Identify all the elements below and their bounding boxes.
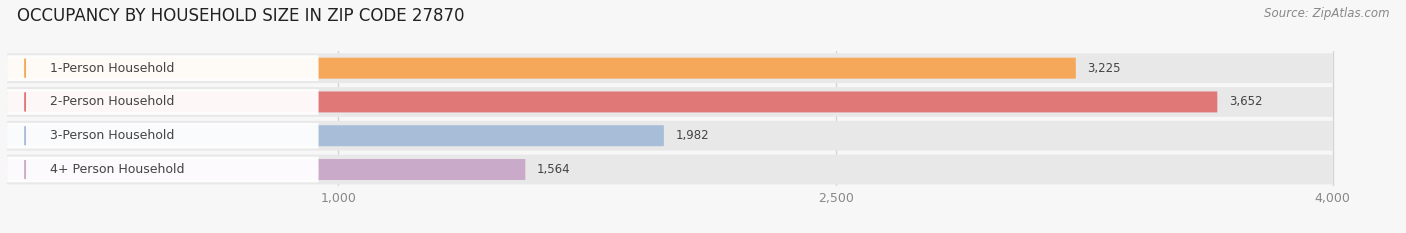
Text: 3-Person Household: 3-Person Household <box>51 129 174 142</box>
FancyBboxPatch shape <box>7 53 1333 83</box>
Text: 4+ Person Household: 4+ Person Household <box>51 163 184 176</box>
Text: OCCUPANCY BY HOUSEHOLD SIZE IN ZIP CODE 27870: OCCUPANCY BY HOUSEHOLD SIZE IN ZIP CODE … <box>17 7 464 25</box>
FancyBboxPatch shape <box>7 155 1333 184</box>
Text: 1-Person Household: 1-Person Household <box>51 62 174 75</box>
FancyBboxPatch shape <box>7 125 664 146</box>
FancyBboxPatch shape <box>7 58 1076 79</box>
FancyBboxPatch shape <box>7 92 1218 112</box>
FancyBboxPatch shape <box>7 123 319 149</box>
Text: 1,982: 1,982 <box>675 129 709 142</box>
FancyBboxPatch shape <box>7 87 1333 117</box>
Text: Source: ZipAtlas.com: Source: ZipAtlas.com <box>1264 7 1389 20</box>
FancyBboxPatch shape <box>7 159 526 180</box>
FancyBboxPatch shape <box>7 55 319 81</box>
FancyBboxPatch shape <box>7 157 319 182</box>
FancyBboxPatch shape <box>7 89 319 115</box>
Text: 3,225: 3,225 <box>1087 62 1121 75</box>
Text: 2-Person Household: 2-Person Household <box>51 96 174 108</box>
FancyBboxPatch shape <box>7 121 1333 151</box>
Text: 1,564: 1,564 <box>537 163 571 176</box>
Text: 3,652: 3,652 <box>1229 96 1263 108</box>
